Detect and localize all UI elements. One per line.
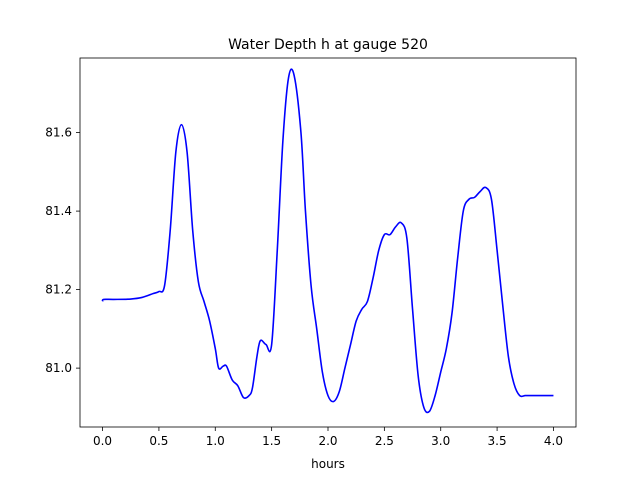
x-tick-label: 2.5 <box>375 434 394 448</box>
plot-frame <box>79 57 577 428</box>
series-line-0 <box>101 68 554 414</box>
plot-area <box>79 57 577 428</box>
x-tick-label: 0.5 <box>149 434 168 448</box>
x-tick-label: 3.5 <box>488 434 507 448</box>
x-axis-label: hours <box>311 457 345 471</box>
x-tick-label: 2.0 <box>318 434 337 448</box>
y-tick-label: 81.6 <box>45 126 72 140</box>
x-tick-label: 0.0 <box>93 434 112 448</box>
x-tick-label: 3.0 <box>431 434 450 448</box>
x-tick-label: 1.0 <box>206 434 225 448</box>
x-tick-label: 4.0 <box>544 434 563 448</box>
chart-title: Water Depth h at gauge 520 <box>228 37 428 53</box>
y-tick-label: 81.0 <box>45 361 72 375</box>
y-axis: 81.0 81.2 81.4 81.6 <box>45 126 80 375</box>
x-tick-label: 1.5 <box>262 434 281 448</box>
y-tick-label: 81.4 <box>45 204 72 218</box>
y-tick-label: 81.2 <box>45 283 72 297</box>
x-axis: 0.0 0.5 1.0 1.5 2.0 2.5 3.0 3.5 4.0 <box>93 427 563 448</box>
